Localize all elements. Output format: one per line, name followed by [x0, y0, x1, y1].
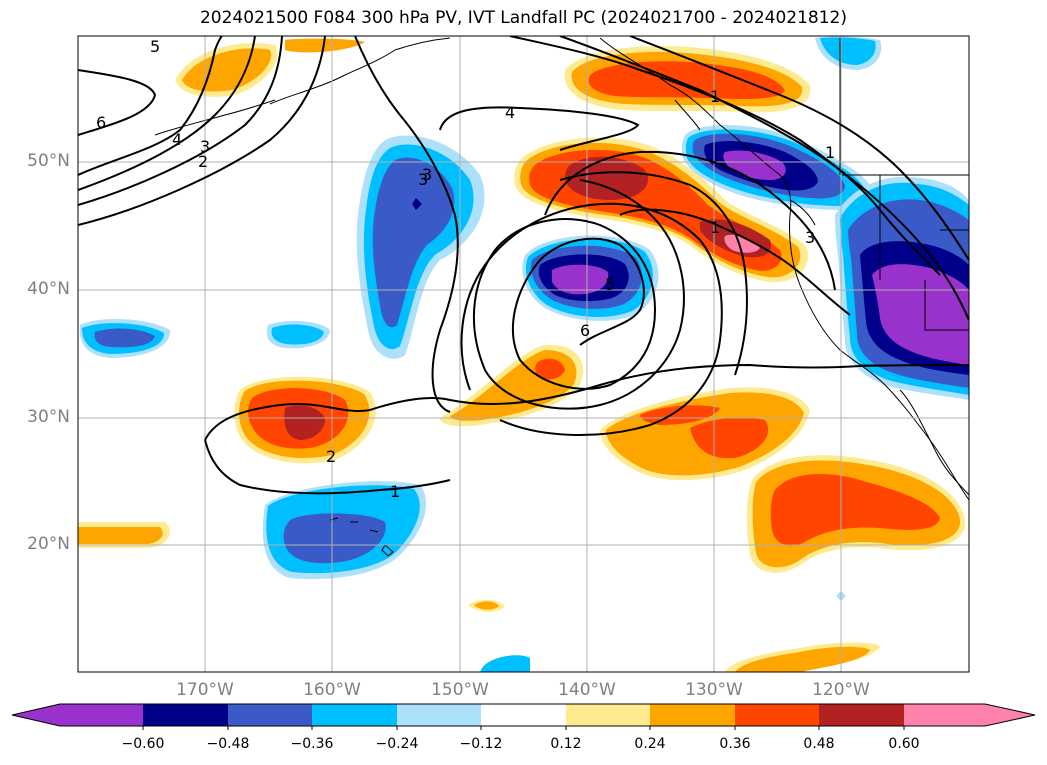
lat-label-40n: 40°N	[27, 279, 70, 299]
contour-label: 1	[710, 218, 720, 237]
contour-label: 3	[200, 137, 210, 156]
lat-label-50n: 50°N	[27, 151, 70, 171]
coastline-alaska	[269, 37, 451, 105]
colorbar-tick-label: 0.60	[888, 736, 920, 752]
colorbar-tick-label: −0.24	[375, 736, 419, 752]
contour-label: 5	[605, 275, 615, 294]
colorbar-tick-label: 0.24	[634, 736, 666, 752]
pv-contours	[78, 36, 969, 495]
lon-label-150w: 150°W	[431, 680, 489, 700]
colorbar-swatch	[312, 704, 397, 726]
contour-6-low	[472, 179, 685, 410]
contour-labels: 5 6 4 3 2 3 4 1 3 6 5 1 3 1 2 1	[96, 37, 835, 501]
colorbar-extend-low	[12, 704, 143, 726]
colorbar-swatch	[228, 704, 312, 726]
colorbar	[11, 703, 1036, 730]
contour-label: 2	[198, 152, 208, 171]
lon-label-140w: 140°W	[558, 680, 616, 700]
lon-label-160w: 160°W	[303, 680, 361, 700]
coastline-bc	[599, 37, 969, 501]
contour-label: 6	[580, 321, 590, 340]
lat-label-30n: 30°N	[27, 407, 70, 427]
colorbar-swatch	[650, 704, 735, 726]
colorbar-swatch	[819, 704, 904, 726]
colorbar-swatch	[566, 704, 650, 726]
colorbar-swatch	[735, 704, 819, 726]
colorbar-tick-label: 0.12	[550, 736, 582, 752]
contour-4-north	[439, 106, 640, 151]
map-plot-area: 5 6 4 3 2 3 4 1 3 6 5 1 3 1 2 1	[78, 36, 969, 672]
contour-label: 1	[825, 143, 835, 162]
contour-label: 3	[805, 228, 815, 247]
contour-label: 4	[172, 130, 182, 149]
colorbar-tick-label: −0.60	[121, 736, 165, 752]
contour-3-central	[354, 36, 459, 413]
contour-1	[204, 363, 969, 441]
contour-label: 1	[710, 87, 720, 106]
colorbar-tick-label: −0.48	[206, 736, 250, 752]
contour-label: 3	[422, 165, 432, 184]
colorbar-swatch	[397, 704, 481, 726]
contour-label: 1	[390, 482, 400, 501]
lon-label-170w: 170°W	[176, 680, 234, 700]
contour-label: 6	[96, 113, 106, 132]
hawaii	[329, 517, 394, 557]
colorbar-swatch	[143, 704, 228, 726]
graticule	[78, 36, 969, 672]
contour-label: 3	[418, 170, 428, 189]
colorbar-swatch	[481, 704, 566, 726]
colorbar-tick-label: 0.48	[803, 736, 835, 752]
colorbar-tick-label: −0.12	[459, 736, 503, 752]
contour-label: 2	[326, 447, 336, 466]
map-frame	[77, 35, 970, 673]
lon-label-130w: 130°W	[685, 680, 743, 700]
contour-label: 4	[505, 103, 515, 122]
colorbar-tick-label: 0.36	[719, 736, 751, 752]
colorbar-tick-label: −0.36	[290, 736, 334, 752]
map-title: 2024021500 F084 300 hPa PV, IVT Landfall…	[199, 8, 847, 28]
contour-label: 5	[150, 37, 160, 56]
lon-label-120w: 120°W	[812, 680, 870, 700]
colorbar-extend-high	[904, 704, 1035, 726]
lat-label-20n: 20°N	[27, 534, 70, 554]
